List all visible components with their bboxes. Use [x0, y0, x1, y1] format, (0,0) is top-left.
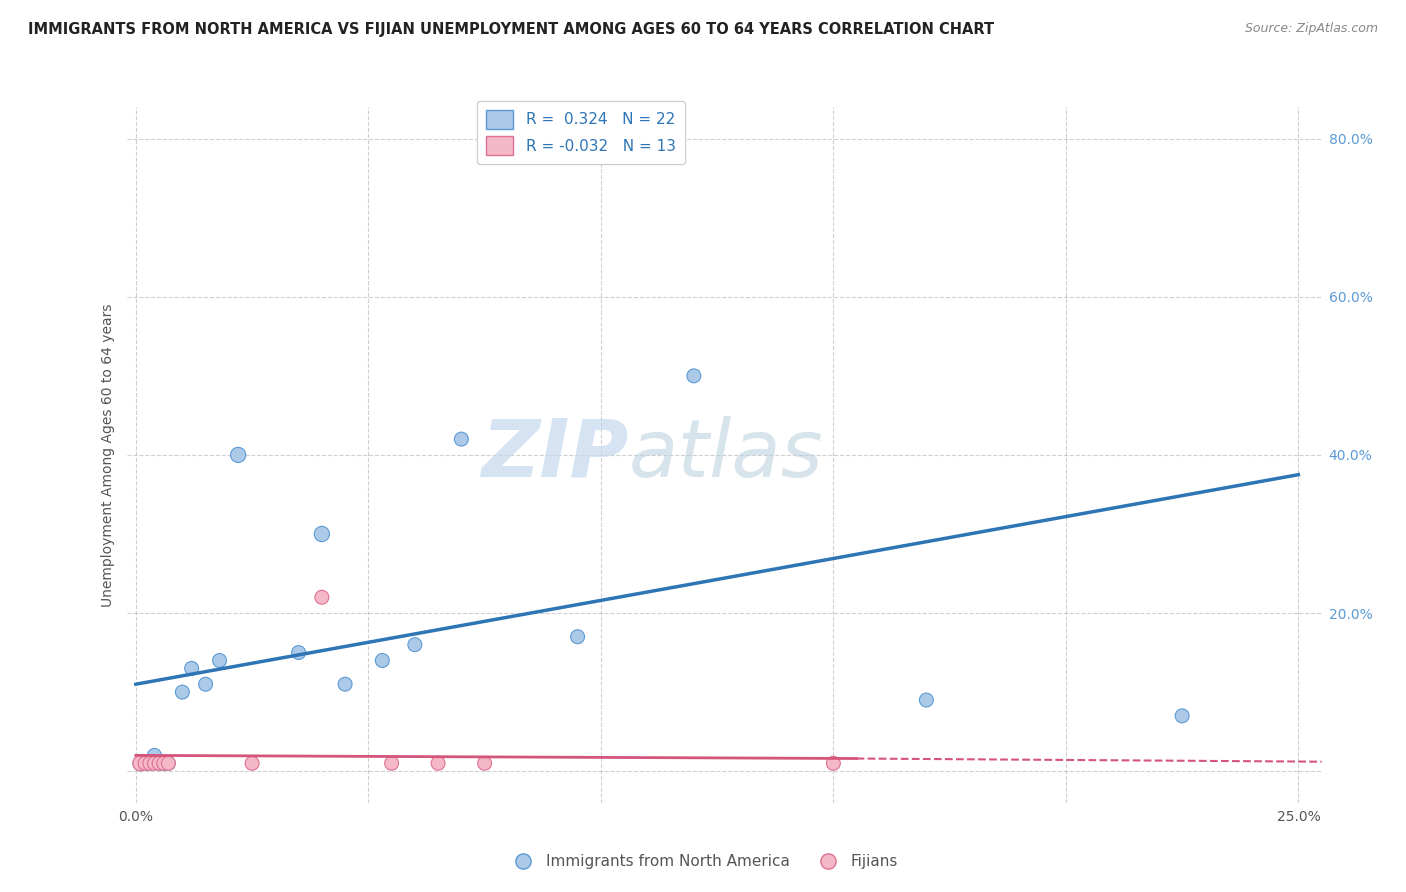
Point: [180, 661, 202, 675]
Point: [152, 756, 174, 771]
Legend: Immigrants from North America, Fijians: Immigrants from North America, Fijians: [502, 848, 904, 875]
Point: [823, 756, 845, 771]
Text: ZIP: ZIP: [481, 416, 628, 494]
Y-axis label: Unemployment Among Ages 60 to 64 years: Unemployment Among Ages 60 to 64 years: [101, 303, 115, 607]
Point: [194, 677, 217, 691]
Point: [474, 756, 496, 771]
Legend: R =  0.324   N = 22, R = -0.032   N = 13: R = 0.324 N = 22, R = -0.032 N = 13: [477, 101, 685, 164]
Point: [333, 677, 356, 691]
Point: [311, 591, 333, 605]
Point: [427, 756, 450, 771]
Point: [567, 630, 589, 644]
Point: [404, 638, 426, 652]
Point: [450, 432, 472, 446]
Point: [129, 756, 152, 771]
Text: IMMIGRANTS FROM NORTH AMERICA VS FIJIAN UNEMPLOYMENT AMONG AGES 60 TO 64 YEARS C: IMMIGRANTS FROM NORTH AMERICA VS FIJIAN …: [28, 22, 994, 37]
Point: [152, 756, 174, 771]
Point: [172, 685, 194, 699]
Point: [240, 756, 263, 771]
Point: [139, 756, 162, 771]
Point: [915, 693, 938, 707]
Text: Source: ZipAtlas.com: Source: ZipAtlas.com: [1244, 22, 1378, 36]
Point: [1171, 708, 1194, 723]
Point: [129, 756, 152, 771]
Point: [143, 756, 166, 771]
Point: [139, 756, 162, 771]
Point: [311, 527, 333, 541]
Point: [371, 653, 394, 667]
Point: [157, 756, 180, 771]
Point: [134, 756, 156, 771]
Point: [148, 756, 170, 771]
Text: atlas: atlas: [628, 416, 824, 494]
Point: [683, 368, 706, 383]
Point: [226, 448, 249, 462]
Point: [157, 756, 180, 771]
Point: [134, 756, 156, 771]
Point: [287, 646, 309, 660]
Point: [148, 756, 170, 771]
Point: [381, 756, 404, 771]
Point: [208, 653, 231, 667]
Point: [143, 748, 166, 763]
